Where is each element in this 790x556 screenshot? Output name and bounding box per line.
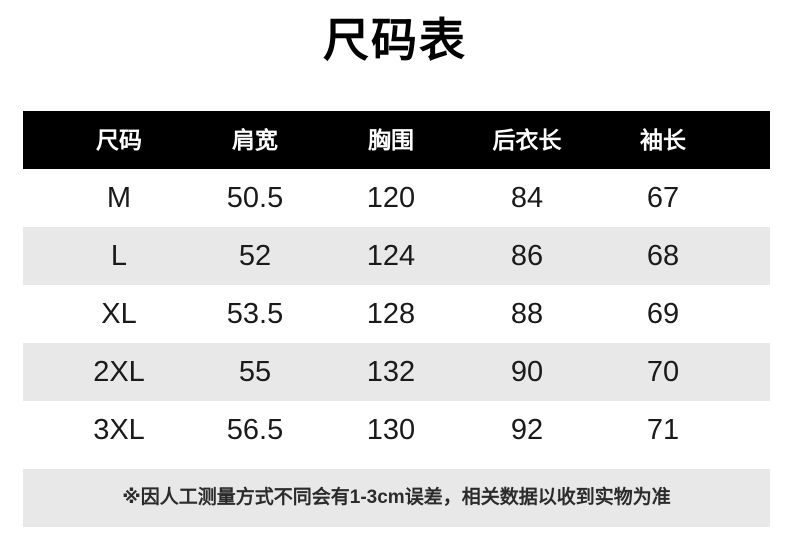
chest-cell: 124 (366, 240, 416, 272)
back-length-cell: 88 (510, 298, 544, 330)
table-row-3xl: 3XL 56.5 130 92 71 (23, 401, 770, 459)
sleeve-cell: 69 (646, 298, 680, 330)
chest-cell: 120 (366, 182, 416, 214)
size-chart-table: 尺码 肩宽 胸围 后衣长 袖长 M 50.5 120 84 67 L 52 12… (23, 111, 770, 459)
table-header-row: 尺码 肩宽 胸围 后衣长 袖长 (23, 111, 770, 169)
shoulder-cell: 53.5 (226, 298, 284, 330)
back-length-cell: 86 (510, 240, 544, 272)
shoulder-cell: 52 (238, 240, 272, 272)
shoulder-cell: 56.5 (226, 414, 284, 446)
size-cell: XL (101, 298, 137, 330)
chest-cell: 132 (366, 356, 416, 388)
shoulder-cell: 55 (238, 356, 272, 388)
size-cell: L (110, 240, 128, 272)
sleeve-cell: 70 (646, 356, 680, 388)
back-length-cell: 92 (510, 414, 544, 446)
chest-cell: 130 (366, 414, 416, 446)
sleeve-cell: 71 (646, 414, 680, 446)
table-row-m: M 50.5 120 84 67 (23, 169, 770, 227)
chest-cell: 128 (366, 298, 416, 330)
column-header-sleeve-length: 袖长 (640, 127, 686, 153)
back-length-cell: 90 (510, 356, 544, 388)
measurement-disclaimer-note: ※因人工测量方式不同会有1-3cm误差，相关数据以收到实物为准 (23, 469, 770, 527)
column-header-chest: 胸围 (368, 127, 414, 153)
column-header-shoulder: 肩宽 (232, 127, 278, 153)
sleeve-cell: 67 (646, 182, 680, 214)
table-row-xl: XL 53.5 128 88 69 (23, 285, 770, 343)
size-cell: M (106, 182, 132, 214)
back-length-cell: 84 (510, 182, 544, 214)
shoulder-cell: 50.5 (226, 182, 284, 214)
column-header-back-length: 后衣长 (492, 127, 562, 153)
table-row-l: L 52 124 86 68 (23, 227, 770, 285)
table-row-2xl: 2XL 55 132 90 70 (23, 343, 770, 401)
column-header-size: 尺码 (96, 127, 142, 153)
size-cell: 3XL (93, 414, 145, 446)
page-title: 尺码表 (323, 14, 467, 66)
size-cell: 2XL (93, 356, 145, 388)
sleeve-cell: 68 (646, 240, 680, 272)
